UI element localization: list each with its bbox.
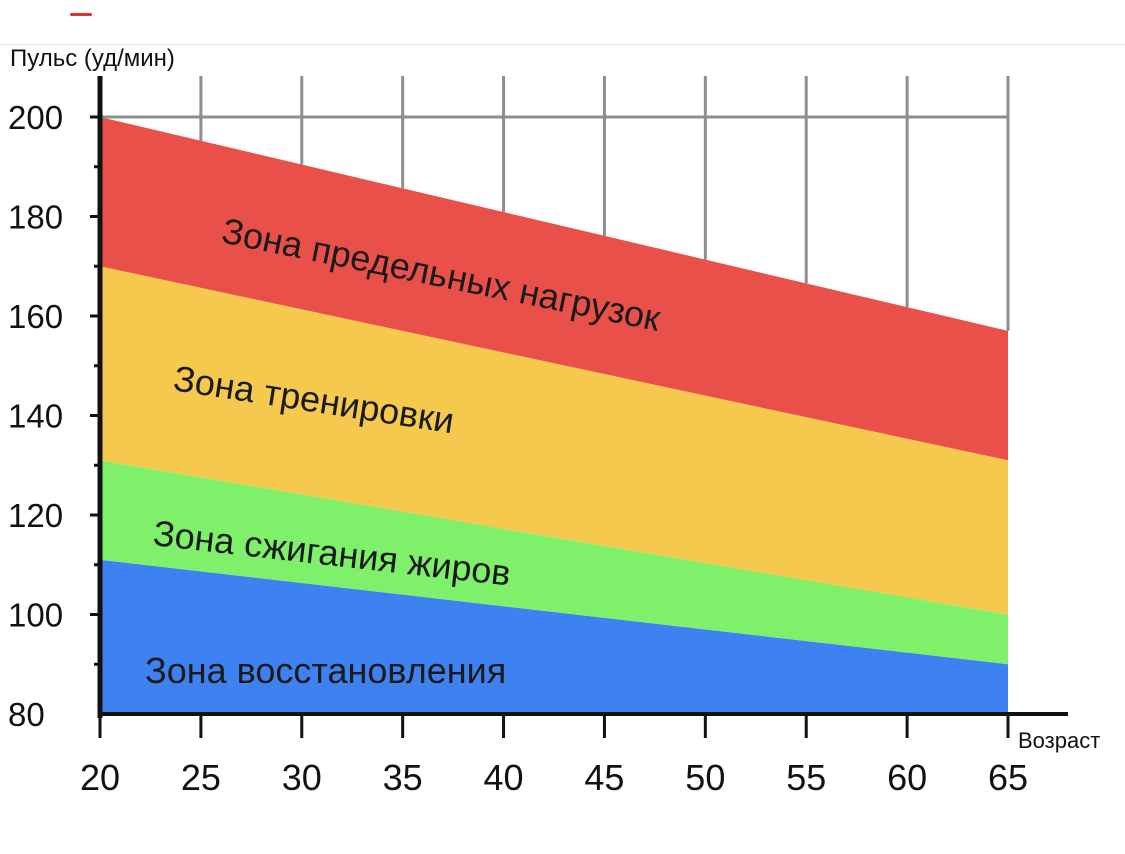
x-tick-label-30: 30	[282, 757, 322, 798]
x-tick-label-50: 50	[685, 757, 725, 798]
zone-1-area	[100, 559, 1008, 714]
x-tick-label-60: 60	[887, 757, 927, 798]
x-tick-label-35: 35	[383, 757, 423, 798]
x-tick-label-20: 20	[80, 757, 120, 798]
x-tick-label-25: 25	[181, 757, 221, 798]
x-tick-label-55: 55	[786, 757, 826, 798]
y-axis-label: Пульс (уд/мин)	[10, 45, 175, 72]
y-tick-label-160: 160	[8, 298, 63, 335]
zone-4-area	[100, 117, 1008, 461]
y-tick-label-80: 80	[8, 696, 45, 733]
zones-layer	[100, 117, 1008, 714]
axes-layer	[90, 76, 1068, 738]
y-tick-label-180: 180	[8, 199, 63, 236]
grid-layer	[100, 76, 1010, 331]
y-tick-label-120: 120	[8, 497, 63, 534]
y-tick-label-200: 200	[8, 99, 63, 136]
decoration-mark	[70, 13, 92, 16]
x-tick-label-45: 45	[584, 757, 624, 798]
zone-2-area	[100, 460, 1008, 665]
zone-3-area	[100, 266, 1008, 615]
y-tick-label-100: 100	[8, 597, 63, 634]
x-tick-label-65: 65	[988, 757, 1028, 798]
x-axis-label: Возраст	[1018, 728, 1100, 753]
y-tick-label-140: 140	[8, 398, 63, 435]
top-strip	[0, 0, 1125, 45]
x-tick-label-40: 40	[484, 757, 524, 798]
zone-1-label: Зона восстановления	[145, 650, 506, 691]
